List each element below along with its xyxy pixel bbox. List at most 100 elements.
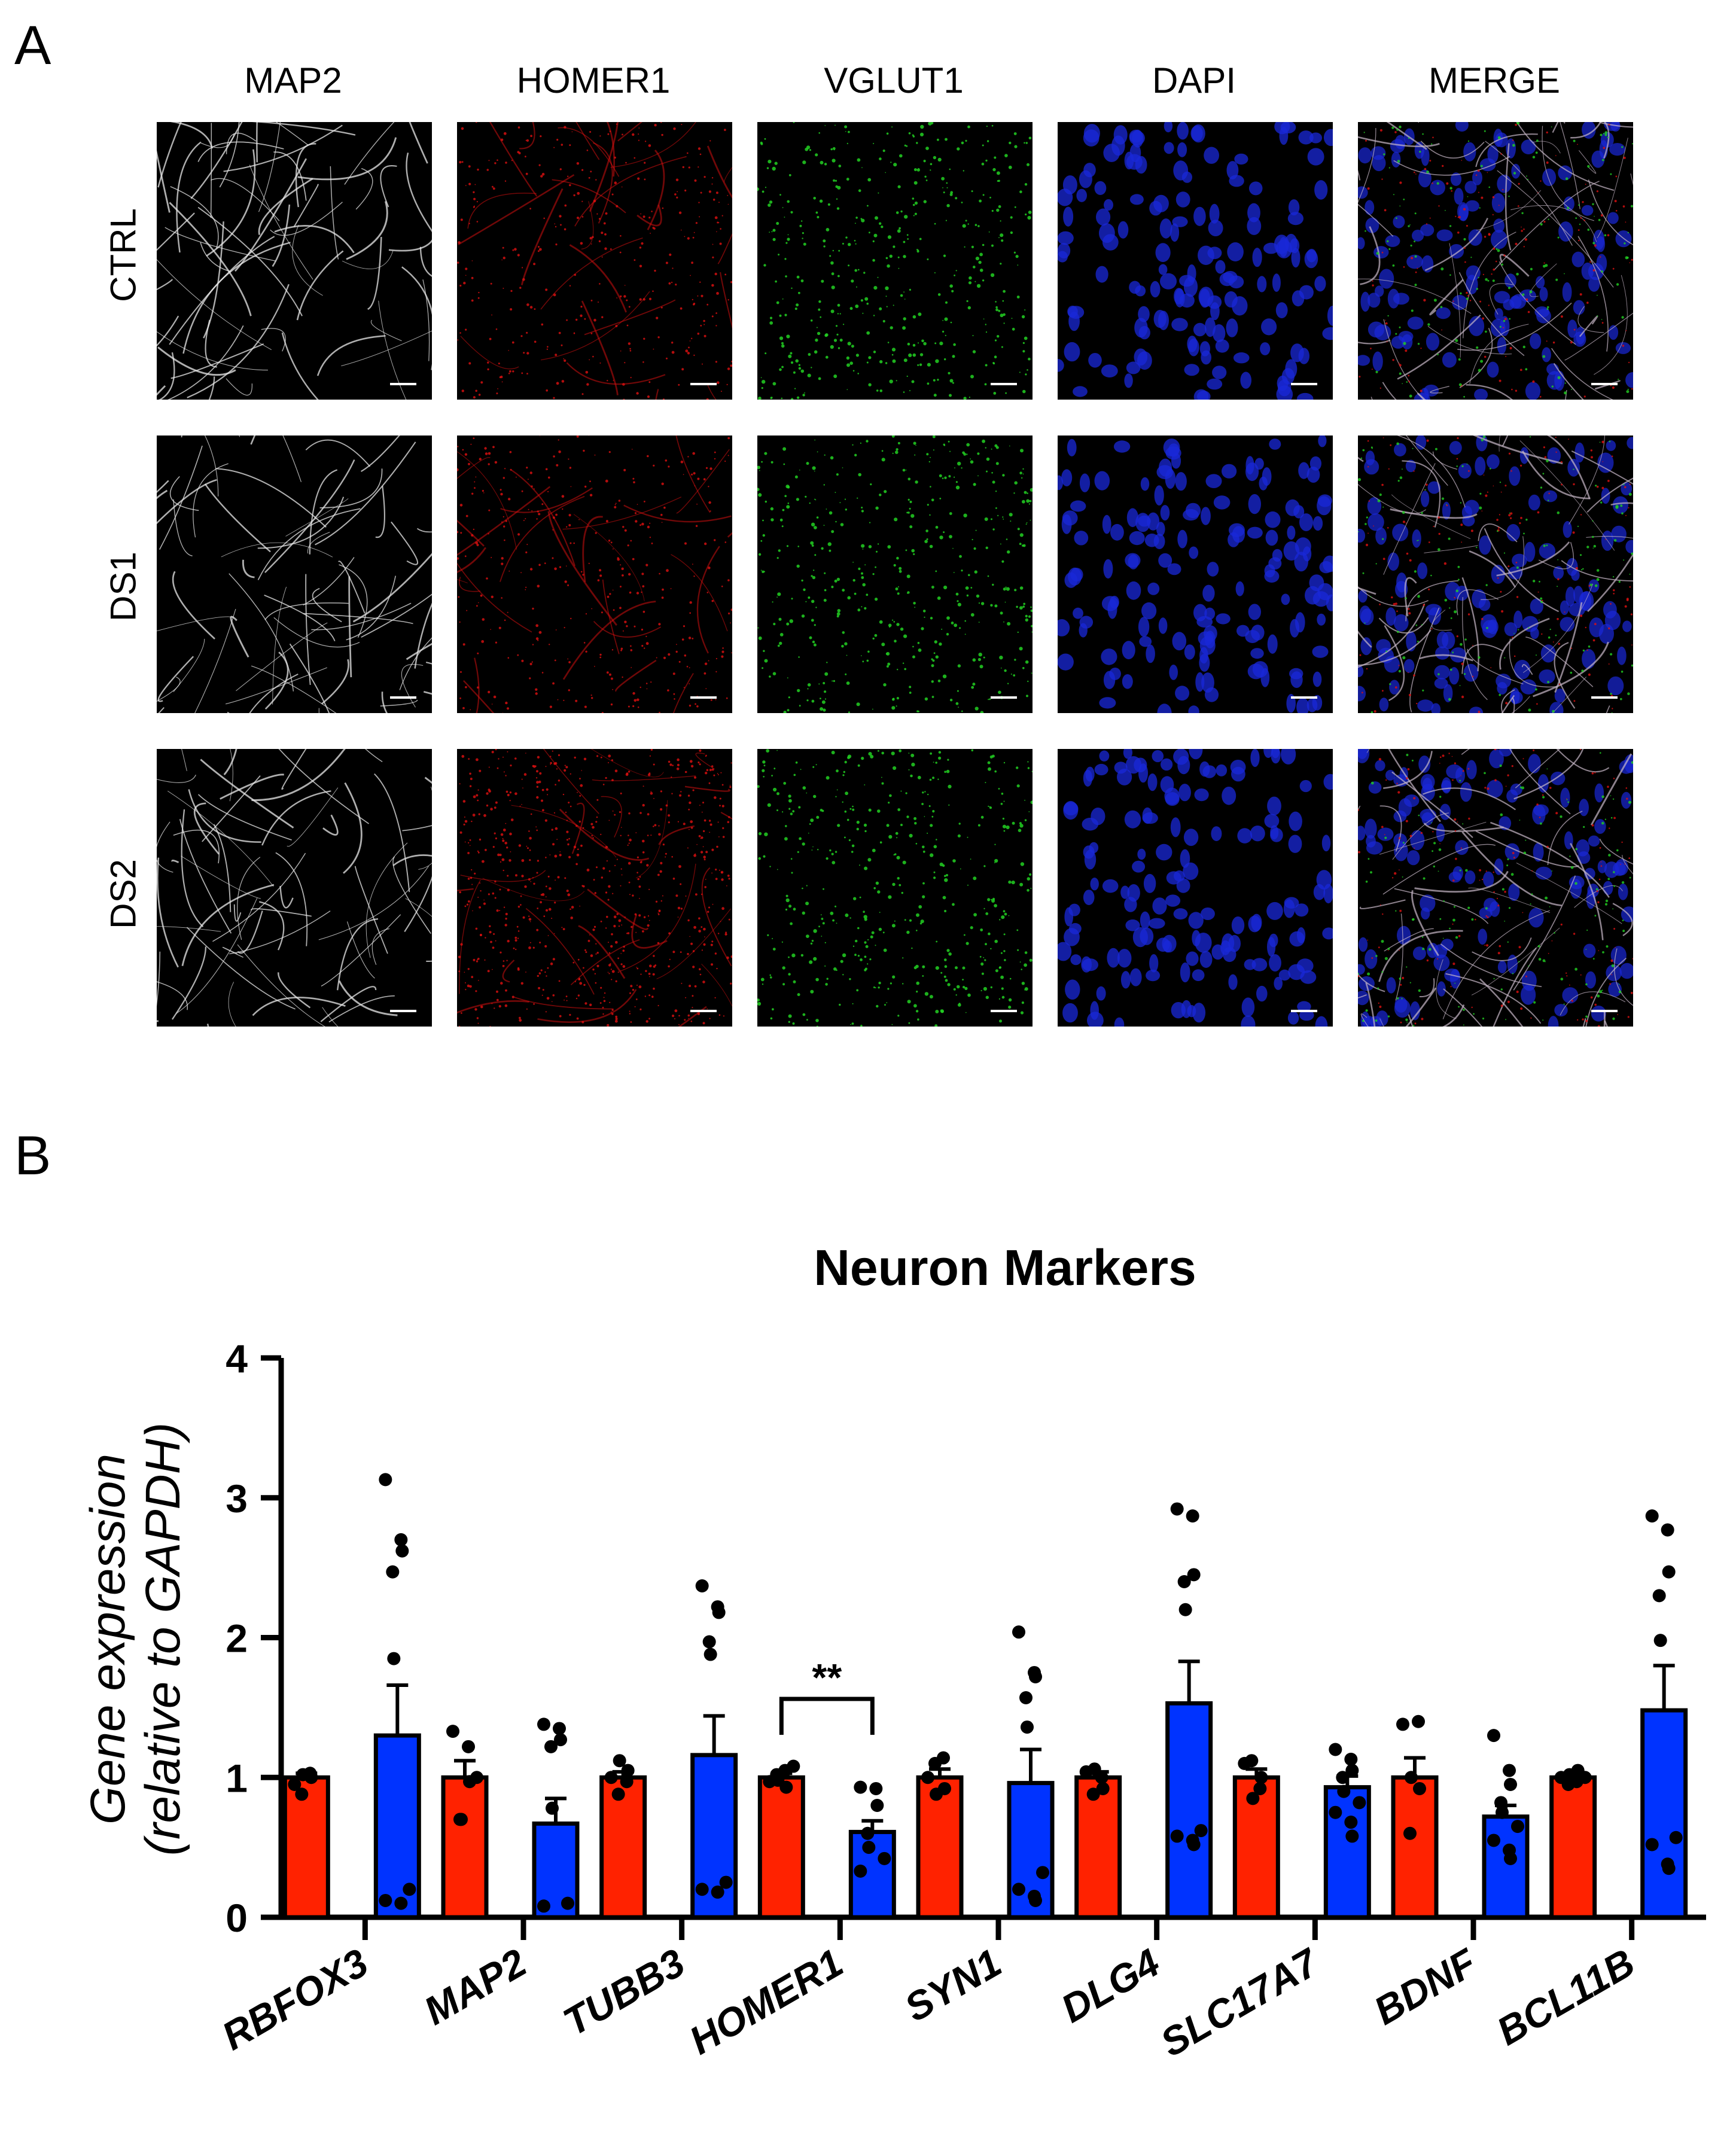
data-point xyxy=(1345,1764,1359,1777)
data-point xyxy=(537,1717,550,1731)
category-label-bcl11b: BCL11B xyxy=(1490,1940,1642,2054)
data-point xyxy=(695,1883,709,1896)
data-point xyxy=(395,1544,409,1558)
bar-homer1-series-1 xyxy=(757,1775,805,1920)
data-point xyxy=(1246,1792,1260,1805)
scale-bar xyxy=(690,383,717,385)
data-point xyxy=(1245,1754,1259,1768)
column-header-map2: MAP2 xyxy=(244,60,342,100)
data-point xyxy=(446,1725,459,1738)
y-tick-label: 3 xyxy=(226,1476,248,1521)
data-point xyxy=(613,1754,626,1768)
data-point xyxy=(1337,1784,1351,1798)
row-label-ds1: DS1 xyxy=(103,552,144,622)
data-point xyxy=(1652,1589,1666,1603)
data-point xyxy=(546,1801,559,1815)
data-point xyxy=(295,1787,309,1801)
data-point xyxy=(1177,1575,1191,1588)
data-point xyxy=(1662,1565,1676,1579)
data-point xyxy=(544,1740,558,1753)
data-point xyxy=(1578,1771,1592,1784)
bar-dlg4-series-1 xyxy=(1074,1775,1122,1920)
data-point xyxy=(930,1787,943,1801)
data-point xyxy=(1178,1603,1192,1616)
data-point xyxy=(1336,1771,1350,1784)
data-point xyxy=(387,1652,401,1665)
chart-title: Neuron Markers xyxy=(814,1240,1196,1296)
image-tile-ctrl-dapi xyxy=(1058,122,1333,400)
data-point xyxy=(554,1733,567,1747)
data-point xyxy=(1096,1781,1110,1795)
data-point xyxy=(854,1864,867,1878)
data-point xyxy=(379,1893,392,1907)
data-point xyxy=(695,1579,709,1593)
image-tile-ctrl-merge xyxy=(1358,122,1633,400)
data-point xyxy=(878,1851,891,1865)
data-point xyxy=(1021,1720,1034,1734)
data-point xyxy=(711,1885,724,1899)
data-point xyxy=(1645,1509,1659,1523)
data-point xyxy=(537,1899,550,1913)
data-point xyxy=(1345,1829,1359,1843)
scale-bar xyxy=(1291,1010,1317,1012)
scale-bar xyxy=(690,1010,717,1012)
data-point xyxy=(1170,1502,1184,1516)
data-point xyxy=(1187,1838,1201,1851)
data-point xyxy=(553,1722,566,1735)
column-header-homer1: HOMER1 xyxy=(516,60,671,100)
data-point xyxy=(462,1740,475,1753)
chart-axes: 0 1 2 3 4 xyxy=(226,1336,1706,1940)
data-point xyxy=(296,1768,310,1781)
category-label-rbfox3: RBFOX3 xyxy=(214,1940,375,2058)
data-point xyxy=(1036,1866,1049,1880)
y-axis-label: Gene expression (relative to GAPDH) xyxy=(81,1423,190,1856)
column-header-vglut1: VGLUT1 xyxy=(824,60,964,100)
image-tile-ds1-map2 xyxy=(157,436,432,713)
data-point xyxy=(771,1773,785,1787)
scale-bar xyxy=(390,696,416,699)
data-point xyxy=(403,1883,416,1896)
data-point xyxy=(1504,1777,1517,1791)
data-point xyxy=(561,1896,574,1910)
data-point xyxy=(1012,1883,1025,1896)
column-header-merge: MERGE xyxy=(1428,60,1561,100)
data-point xyxy=(869,1781,883,1795)
y-axis-label-line2: (relative to GAPDH) xyxy=(136,1423,190,1856)
data-point xyxy=(1403,1826,1417,1840)
data-point xyxy=(1253,1781,1267,1795)
image-tile-ds1-homer1 xyxy=(457,436,732,713)
significance-bracket xyxy=(779,1697,875,1735)
scale-bar xyxy=(991,1010,1017,1012)
data-point xyxy=(712,1606,726,1619)
data-point xyxy=(862,1841,876,1854)
data-point xyxy=(1412,1714,1425,1728)
image-tile-ds1-dapi xyxy=(1058,436,1333,713)
image-tile-ctrl-homer1 xyxy=(457,122,732,400)
scale-bar xyxy=(390,1010,416,1012)
data-point xyxy=(1511,1820,1524,1834)
data-point xyxy=(928,1756,942,1770)
bar-bdnf-series-1 xyxy=(1391,1775,1439,1920)
data-point xyxy=(703,1647,717,1661)
chart-points xyxy=(288,1473,1683,1913)
image-tile-ds2-dapi xyxy=(1058,749,1333,1027)
data-point xyxy=(861,1826,875,1840)
data-point xyxy=(1487,1834,1500,1847)
significance-label: ** xyxy=(812,1656,842,1699)
scale-bar xyxy=(690,696,717,699)
scale-bar xyxy=(1591,696,1618,699)
scale-bar xyxy=(991,696,1017,699)
data-point xyxy=(1254,1771,1268,1784)
data-point xyxy=(1494,1796,1507,1810)
data-point xyxy=(854,1780,867,1794)
data-point xyxy=(455,1813,468,1826)
data-point xyxy=(1563,1768,1576,1781)
image-tile-ds2-merge xyxy=(1358,749,1633,1027)
data-point xyxy=(1186,1509,1199,1523)
bar-map2-series-1 xyxy=(441,1775,489,1920)
image-tile-ds2-homer1 xyxy=(457,749,732,1027)
image-tile-ds1-vglut1 xyxy=(757,436,1033,713)
data-point xyxy=(1496,1805,1509,1819)
data-point xyxy=(386,1565,400,1579)
data-point xyxy=(1187,1568,1201,1582)
